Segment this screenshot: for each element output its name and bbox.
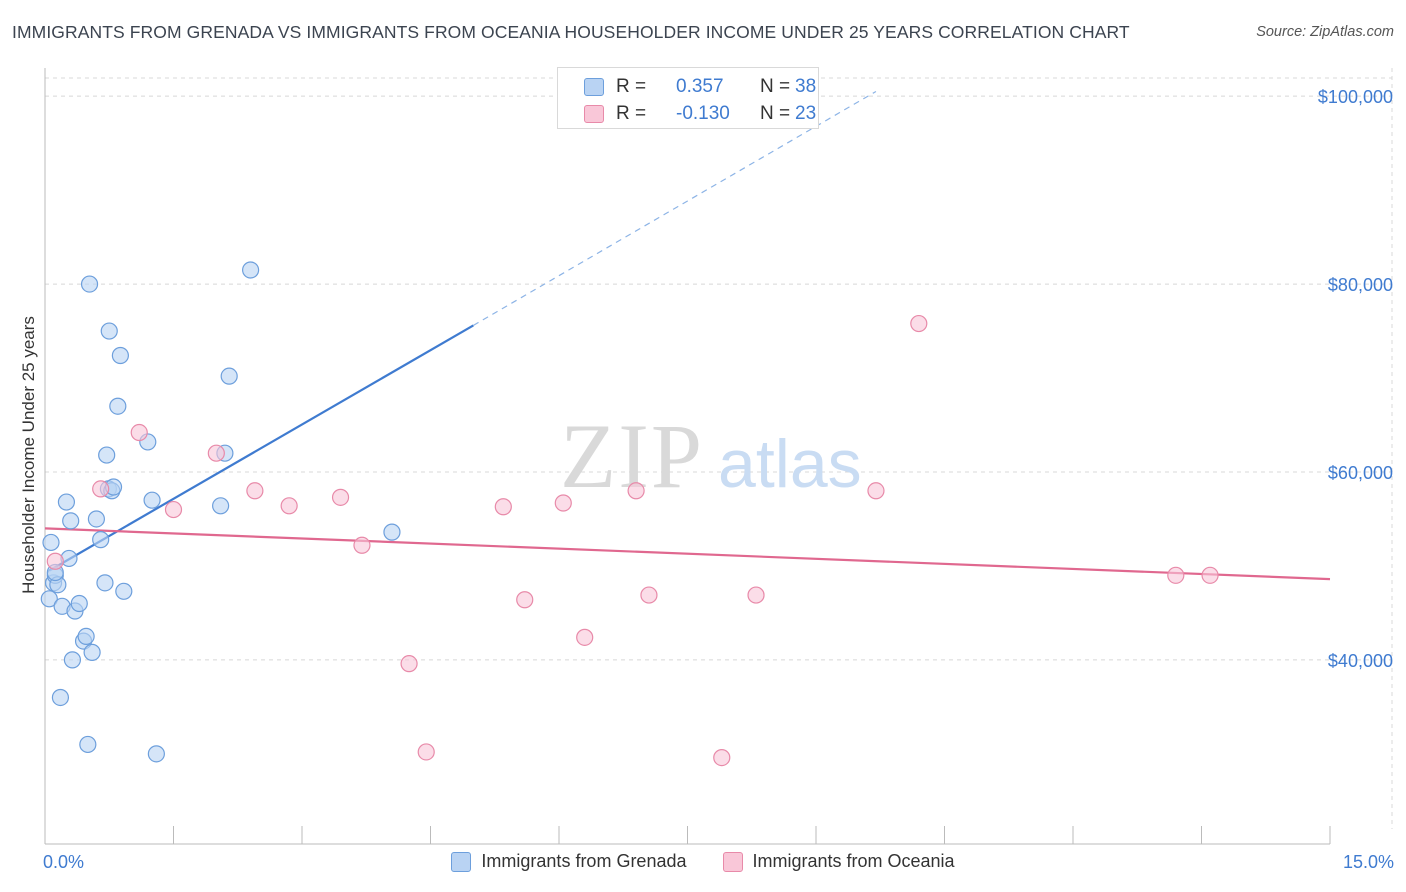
y-tick-label: $60,000 [1328, 463, 1393, 483]
legend-label-oceania: Immigrants from Oceania [752, 851, 955, 871]
point-oceania [576, 628, 594, 646]
point-grenada [70, 594, 88, 613]
point-oceania [400, 655, 418, 673]
point-oceania [494, 498, 512, 516]
point-grenada [96, 574, 114, 592]
point-oceania [627, 482, 645, 500]
legend-item-oceania[interactable]: Immigrants from Oceania [722, 851, 955, 872]
n-value: 23 [795, 103, 817, 124]
point-grenada [98, 446, 116, 464]
y-tick-labels: $40,000 $60,000 $80,000 $100,000 [1318, 87, 1393, 671]
point-grenada [77, 627, 95, 646]
y-tick-label: $100,000 [1318, 87, 1393, 107]
series-legend: Immigrants from Grenada Immigrants from … [0, 851, 1406, 872]
point-oceania [280, 497, 298, 515]
point-grenada [63, 651, 82, 669]
point-grenada [92, 531, 110, 549]
legend-swatch-grenada [451, 851, 472, 872]
y-tick-label: $80,000 [1328, 275, 1393, 295]
point-grenada [242, 261, 260, 279]
point-oceania [747, 586, 765, 604]
oceania-swatch [584, 105, 604, 123]
point-oceania [554, 494, 572, 512]
point-oceania [910, 314, 928, 333]
point-grenada [83, 643, 101, 661]
n-value: 38 [795, 76, 817, 97]
point-oceania [353, 536, 371, 554]
source-label: Source: ZipAtlas.com [1256, 24, 1394, 40]
watermark-atlas: atlas [718, 426, 862, 502]
point-grenada [220, 367, 238, 385]
axes [44, 68, 1331, 845]
r-label: R = [616, 103, 647, 124]
point-oceania [1201, 566, 1219, 584]
trendline-grenada-extension [473, 90, 877, 326]
data-points [40, 261, 1219, 767]
point-oceania [92, 480, 110, 498]
point-oceania [417, 743, 435, 761]
y-tick-label: $40,000 [1328, 651, 1393, 671]
point-grenada [111, 346, 129, 365]
point-grenada [109, 397, 127, 415]
chart-title: IMMIGRANTS FROM GRENADA VS IMMIGRANTS FR… [12, 22, 1130, 42]
point-oceania [331, 488, 350, 506]
r-value: -0.130 [676, 103, 730, 124]
point-grenada [87, 510, 106, 528]
r-value: 0.357 [676, 76, 724, 97]
point-grenada [100, 322, 118, 340]
trendline-grenada [48, 324, 474, 572]
point-grenada [42, 533, 60, 552]
point-oceania [46, 552, 64, 570]
point-grenada [143, 491, 161, 509]
gridlines [45, 68, 1393, 829]
point-oceania [867, 482, 885, 500]
y-axis-label: Householder Income Under 25 years [19, 316, 38, 594]
point-grenada [212, 497, 230, 515]
legend-label-grenada: Immigrants from Grenada [481, 851, 687, 871]
point-oceania [713, 748, 731, 767]
point-grenada [40, 590, 58, 608]
point-grenada [147, 745, 165, 763]
point-oceania [130, 423, 148, 442]
point-oceania [207, 444, 225, 462]
point-grenada [62, 512, 80, 530]
point-grenada [115, 582, 133, 600]
legend-swatch-oceania [722, 851, 743, 872]
point-oceania [640, 586, 658, 604]
legend-item-grenada[interactable]: Immigrants from Grenada [451, 851, 687, 872]
trendlines [44, 90, 1331, 581]
grenada-swatch [584, 78, 604, 96]
point-grenada [51, 688, 70, 707]
point-grenada [383, 523, 401, 541]
x-tick-max: 15.0% [1342, 852, 1394, 872]
watermark: ZIP atlas [560, 405, 862, 507]
point-grenada [57, 493, 76, 511]
n-label: N = [760, 76, 791, 97]
point-oceania [164, 500, 183, 519]
stats-legend: R = 0.357 N = 38 R = -0.130 N = 23 [557, 67, 819, 129]
x-tick-min: 0.0% [43, 852, 85, 872]
point-oceania [1167, 566, 1185, 584]
trendline-oceania [44, 527, 1331, 581]
point-grenada [80, 275, 99, 293]
n-label: N = [760, 103, 791, 124]
point-oceania [516, 591, 534, 609]
point-oceania [246, 482, 264, 500]
point-grenada [79, 735, 97, 754]
r-label: R = [616, 76, 647, 97]
